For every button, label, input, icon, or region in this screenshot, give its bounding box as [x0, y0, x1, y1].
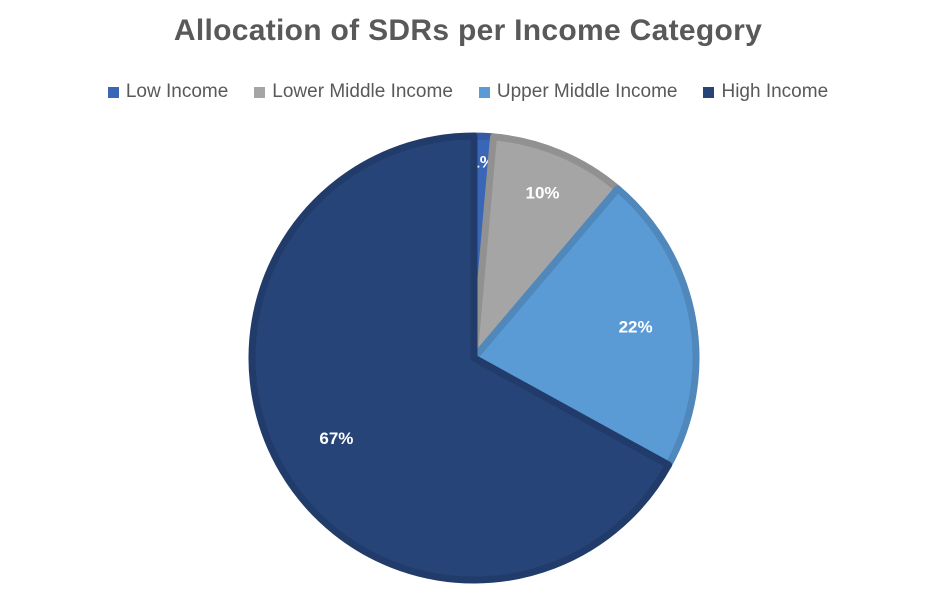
pie-slice-lower-middle-income — [470, 133, 622, 362]
pie-slice-high-income — [248, 132, 673, 584]
legend-item-lower-middle-income: Lower Middle Income — [254, 81, 453, 103]
pie-slice-upper-middle-income — [470, 185, 700, 469]
legend-label-upper-middle-income: Upper Middle Income — [496, 81, 678, 102]
legend-item-low-income: Low Income — [107, 81, 229, 103]
data-label-high-income: 67% — [319, 429, 353, 448]
legend-swatch-upper-middle-income — [478, 86, 490, 98]
chart-title: Allocation of SDRs per Income Category — [173, 14, 763, 47]
legend-swatch-high-income — [703, 86, 715, 98]
legend-item-upper-middle-income: Upper Middle Income — [478, 81, 678, 103]
legend-label-high-income: High Income — [721, 81, 829, 102]
legend-swatch-low-income — [107, 86, 119, 98]
data-label-upper-middle-income: 22% — [619, 318, 653, 337]
legend-swatch-lower-middle-income — [254, 86, 266, 98]
legend-label-lower-middle-income: Lower Middle Income — [272, 81, 453, 102]
legend-item-high-income: High Income — [703, 81, 828, 103]
data-label-lower-middle-income: 10% — [525, 184, 559, 203]
legend-label-low-income: Low Income — [125, 81, 229, 102]
legend: Low Income Lower Middle Income Upper Mid… — [0, 78, 936, 106]
